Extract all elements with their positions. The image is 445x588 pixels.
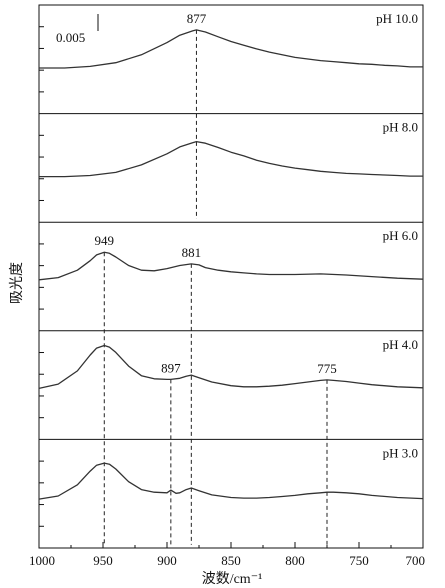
panel-label: pH 4.0	[383, 337, 418, 352]
panel-label: pH 8.0	[383, 120, 418, 135]
series-line	[38, 344, 424, 390]
series-line	[38, 462, 424, 500]
series-line	[39, 140, 423, 178]
panel-label: pH 3.0	[383, 445, 418, 460]
peak-label: 881	[182, 245, 202, 260]
spectra-series	[38, 29, 424, 500]
series-line	[38, 251, 424, 281]
panel-label: pH 6.0	[383, 228, 418, 243]
x-tick-label: 1000	[29, 553, 55, 568]
x-tick-label: 850	[221, 553, 241, 568]
chart-labels: pH 10.0 877 pH 8.0 pH 6.0 949 881 pH 4.0 897 775…	[95, 11, 418, 461]
peak-label: 897	[161, 360, 181, 375]
x-tick-label: 900	[157, 553, 177, 568]
x-tick-label: 750	[349, 553, 369, 568]
scale-bar-label: 0.005	[56, 30, 85, 45]
reference-lines	[103, 29, 328, 545]
y-axis-label: 吸光度	[9, 262, 25, 304]
peak-label: 949	[95, 233, 115, 248]
x-axis: 1000 950 900 850 800 750 700	[29, 542, 425, 568]
panel-label: pH 10.0	[376, 11, 418, 26]
series-line	[39, 29, 423, 69]
peak-label: 877	[187, 11, 207, 26]
x-tick-label: 800	[285, 553, 305, 568]
x-tick-label: 700	[406, 553, 426, 568]
x-tick-label: 950	[93, 553, 113, 568]
peak-label: 775	[317, 361, 337, 376]
scale-bar: 0.005	[56, 14, 99, 45]
x-axis-label: 波数/cm⁻¹	[202, 571, 263, 587]
